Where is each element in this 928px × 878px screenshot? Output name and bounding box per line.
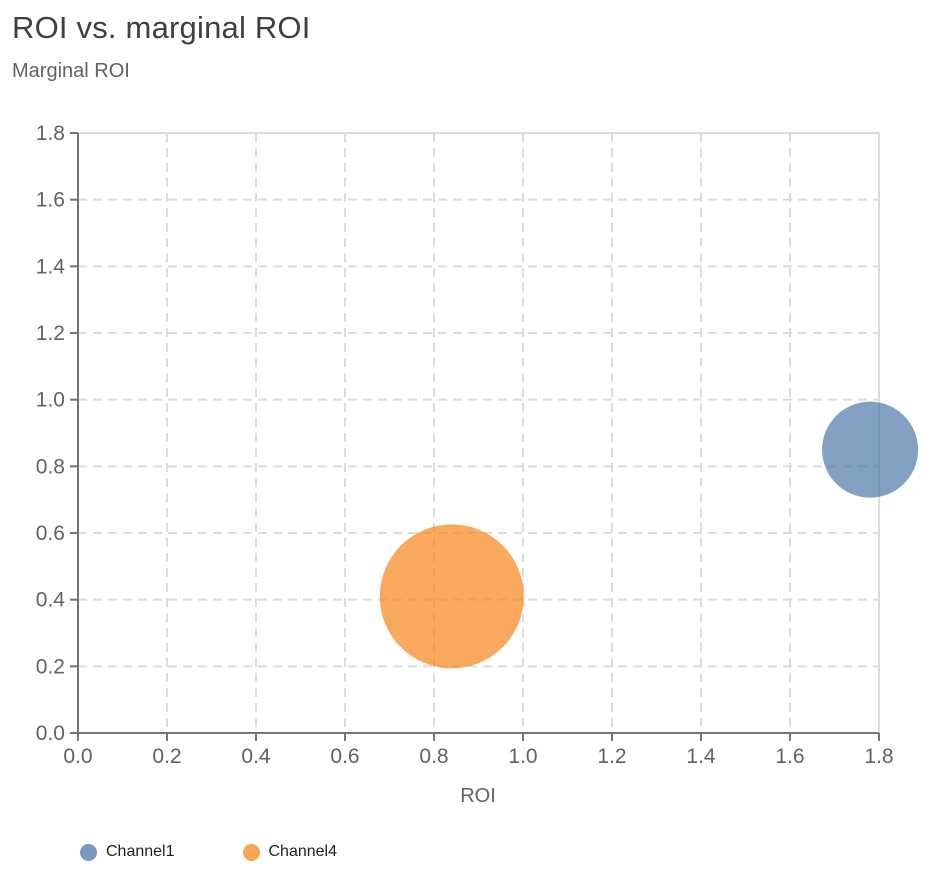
x-axis-title: ROI xyxy=(460,785,496,807)
x-tick-label: 0.8 xyxy=(419,745,448,768)
x-tick-label: 0.4 xyxy=(241,745,271,768)
bubble-channel1[interactable] xyxy=(822,401,919,498)
y-tick-label: 0.6 xyxy=(36,522,65,545)
y-tick-label: 0.4 xyxy=(36,589,66,612)
legend-swatch-icon xyxy=(80,843,97,861)
legend-item-channel1[interactable]: Channel1 xyxy=(80,843,175,861)
y-tick-label: 0.0 xyxy=(36,722,65,745)
x-tick-label: 1.4 xyxy=(686,745,716,768)
y-tick-label: 1.2 xyxy=(36,322,65,345)
x-tick-label: 1.0 xyxy=(508,745,537,768)
y-tick-label: 1.4 xyxy=(36,255,66,278)
y-tick-label: 0.8 xyxy=(36,455,65,478)
axis-layer xyxy=(70,132,880,741)
x-tick-label: 1.8 xyxy=(864,745,893,768)
bubble-channel4[interactable] xyxy=(379,524,524,669)
x-tick-label: 1.2 xyxy=(597,745,626,768)
x-tick-label: 0.6 xyxy=(330,745,359,768)
bubble-layer xyxy=(379,401,919,669)
chart-title: ROI vs. marginal ROI xyxy=(12,10,311,45)
x-tick-label: 1.6 xyxy=(775,745,804,768)
y-axis-top-label: Marginal ROI xyxy=(12,60,130,82)
legend-swatch-icon xyxy=(242,843,260,861)
bubble-chart-canvas: 0.0 0.2 0.4 0.6 0.8 1.0 1.2 1.4 1.6 1.8 0.0 0.2 0.4 0… xyxy=(36,122,919,807)
x-tick-label: 0.0 xyxy=(63,745,92,768)
y-tick-label: 0.2 xyxy=(36,655,65,678)
tick-label-layer: 0.0 0.2 0.4 0.6 0.8 1.0 1.2 1.4 1.6 1.8 0.0 0.2 0.4 0… xyxy=(36,122,894,768)
y-tick-label: 1.0 xyxy=(36,389,65,412)
grid-layer xyxy=(78,132,880,733)
legend-label: Channel4 xyxy=(268,843,338,860)
y-tick-label: 1.6 xyxy=(36,189,65,212)
x-tick-label: 0.2 xyxy=(152,745,181,768)
legend-label: Channel1 xyxy=(106,843,175,860)
legend-item-channel4[interactable]: Channel4 xyxy=(242,843,338,861)
y-tick-label: 1.8 xyxy=(36,122,65,145)
chart-legend: Channel1 Channel4 xyxy=(80,843,337,861)
